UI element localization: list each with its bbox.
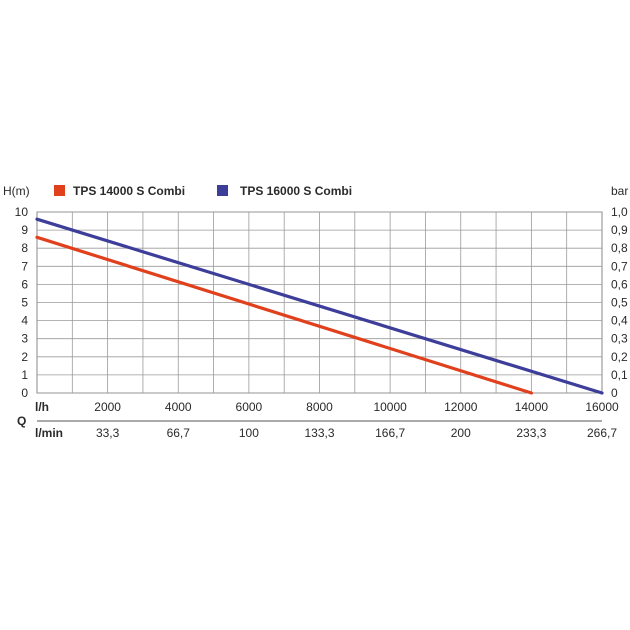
x-tick-label-lmin: 166,7: [375, 426, 405, 440]
x-tick-label-lh: 10000: [373, 400, 407, 414]
x-tick-label-lh: 2000: [94, 400, 121, 414]
y-tick-label: 9: [21, 223, 28, 237]
y-tick-label: 3: [21, 332, 28, 346]
y-right-tick-label: 0: [611, 386, 618, 400]
y-right-tick-label: 0,9: [611, 223, 628, 237]
y-right-tick-label: 0,7: [611, 259, 628, 273]
lmin-row-label: l/min: [35, 426, 63, 440]
x-tick-label-lh: 8000: [306, 400, 333, 414]
x-tick-label-lmin: 66,7: [167, 426, 191, 440]
legend-label: TPS 14000 S Combi: [73, 184, 185, 198]
legend: TPS 14000 S Combi TPS 16000 S Combi: [54, 184, 352, 198]
y-tick-label: 1: [21, 368, 28, 382]
y-tick-label: 7: [21, 259, 28, 273]
y-tick-label: 6: [21, 277, 28, 291]
y-tick-label: 5: [21, 296, 28, 310]
legend-swatch: [217, 185, 228, 196]
y-right-tick-label: 0,4: [611, 314, 628, 328]
y-right-tick-label: 0,5: [611, 296, 628, 310]
y-tick-label: 10: [15, 205, 29, 219]
x-tick-label-lmin: 133,3: [304, 426, 334, 440]
x-tick-label-lh: 14000: [515, 400, 549, 414]
x-tick-label-lmin: 200: [451, 426, 471, 440]
x-tick-label-lmin: 233,3: [516, 426, 546, 440]
axis-titles: H(m) bar l/h Ql/min: [3, 184, 628, 440]
y-right-tick-label: 1,0: [611, 205, 628, 219]
legend-swatch: [54, 185, 65, 196]
x-tick-label-lmin: 266,7: [587, 426, 617, 440]
series-lines: [35, 217, 604, 395]
y-right-tick-label: 0,3: [611, 332, 628, 346]
lh-row-label: l/h: [35, 400, 49, 414]
series-line: [35, 217, 604, 395]
y-tick-label: 8: [21, 241, 28, 255]
tick-labels: 01234567891000,10,20,30,40,50,60,70,80,9…: [15, 205, 628, 440]
x-tick-label-lh: 16000: [585, 400, 619, 414]
x-tick-label-lmin: 33,3: [96, 426, 120, 440]
y-right-tick-label: 0,8: [611, 241, 628, 255]
y-right-tick-label: 0,6: [611, 277, 628, 291]
y-axis-title: H(m): [3, 184, 30, 198]
y-tick-label: 2: [21, 350, 28, 364]
x-tick-label-lh: 6000: [236, 400, 263, 414]
legend-label: TPS 16000 S Combi: [240, 184, 352, 198]
x-tick-label-lmin: 100: [239, 426, 259, 440]
y-right-tick-label: 0,2: [611, 350, 628, 364]
y-right-axis-title: bar: [611, 184, 628, 198]
y-tick-label: 0: [21, 386, 28, 400]
x-tick-label-lh: 12000: [444, 400, 478, 414]
series-line: [35, 235, 534, 395]
x-tick-label-lh: 4000: [165, 400, 192, 414]
q-label: Q: [17, 414, 26, 428]
y-right-tick-label: 0,1: [611, 368, 628, 382]
y-tick-label: 4: [21, 314, 28, 328]
